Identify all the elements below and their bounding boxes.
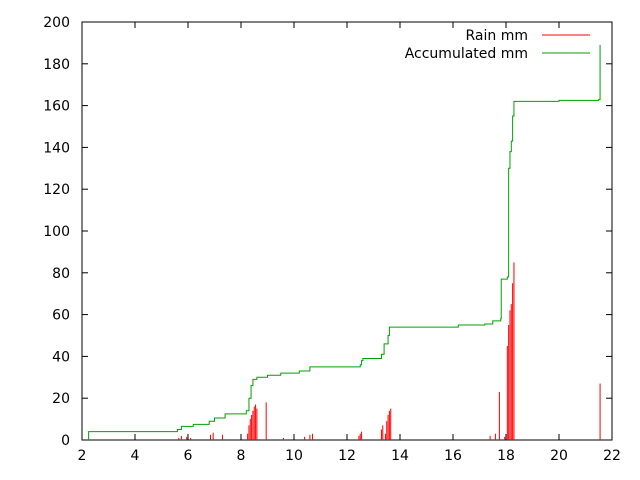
x-tick-label: 12	[338, 448, 356, 464]
y-tick-label: 100	[43, 224, 70, 240]
x-tick-label: 6	[184, 448, 193, 464]
y-tick-label: 40	[52, 349, 70, 365]
legend: Rain mm Accumulated mm	[405, 28, 590, 62]
x-tick-label: 2	[78, 448, 87, 464]
plot-border	[81, 21, 613, 441]
plot-area	[81, 21, 613, 441]
accumulated-line	[88, 44, 601, 440]
x-tick-label: 14	[391, 448, 409, 464]
y-tick-label: 80	[52, 266, 70, 282]
x-tick-label: 18	[497, 448, 515, 464]
y-tick-label: 160	[43, 99, 70, 115]
y-tick-label: 60	[52, 308, 70, 324]
y-tick-label: 200	[43, 15, 70, 31]
legend-label-accumulated: Accumulated mm	[405, 46, 528, 62]
x-tick-label: 20	[550, 448, 568, 464]
x-tick-label: 4	[131, 448, 140, 464]
axis-layer: 2 4 6 8 10 12 14 16 18 20 22 0 20 40 60 80 100 120 140 160 1…	[43, 15, 621, 464]
x-tick-label: 22	[603, 448, 621, 464]
y-tick-label: 180	[43, 57, 70, 73]
rain-series	[178, 262, 601, 440]
y-tick-label: 120	[43, 182, 70, 198]
x-tick-label: 16	[444, 448, 462, 464]
legend-label-rain: Rain mm	[466, 28, 529, 44]
y-tick-label: 0	[61, 433, 70, 449]
y-tick-label: 140	[43, 140, 70, 156]
series-layer	[88, 44, 601, 440]
x-tick-label: 10	[285, 448, 303, 464]
x-tick-label: 8	[237, 448, 246, 464]
y-tick-label: 20	[52, 391, 70, 407]
